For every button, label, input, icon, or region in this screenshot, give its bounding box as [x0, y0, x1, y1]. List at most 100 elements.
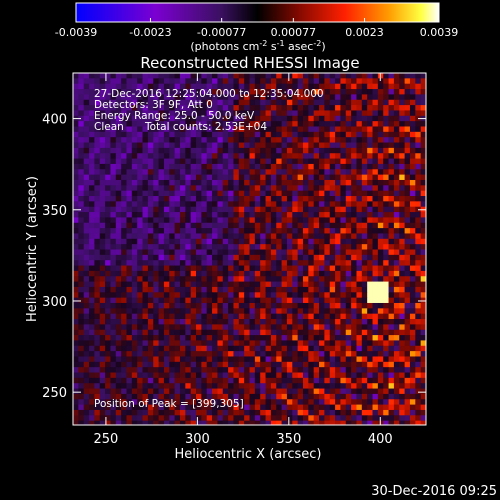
- heatmap-cell: [415, 174, 422, 181]
- heatmap-cell: [335, 153, 341, 159]
- heatmap-cell: [217, 383, 224, 389]
- heatmap-cell: [73, 351, 79, 357]
- heatmap-cell: [292, 89, 299, 95]
- heatmap-cell: [383, 281, 389, 288]
- heatmap-cell: [297, 115, 304, 122]
- heatmap-cell: [89, 351, 95, 357]
- heatmap-cell: [147, 73, 154, 79]
- heatmap-cell: [233, 153, 240, 159]
- heatmap-cell: [201, 126, 208, 133]
- heatmap-cell: [276, 302, 282, 309]
- heatmap-cell: [158, 121, 165, 127]
- heatmap-cell: [367, 313, 373, 320]
- heatmap-cell: [196, 286, 202, 293]
- heatmap-cell: [297, 73, 304, 79]
- heatmap-cell: [302, 142, 309, 149]
- heatmap-cell: [174, 302, 181, 309]
- heatmap-cell: [201, 324, 208, 331]
- heatmap-cell: [302, 196, 309, 202]
- heatmap-cell: [319, 137, 325, 143]
- heatmap-cell: [179, 153, 186, 159]
- heatmap-cell: [340, 313, 347, 320]
- heatmap-cell: [361, 292, 368, 299]
- heatmap-cell: [254, 83, 261, 90]
- heatmap-cell: [137, 185, 143, 192]
- heatmap-cell: [281, 83, 288, 90]
- heatmap-cell: [292, 281, 299, 288]
- heatmap-cell: [179, 244, 186, 250]
- heatmap-cell: [372, 372, 379, 379]
- heatmap-cell: [351, 254, 357, 261]
- heatmap-cell: [158, 217, 165, 224]
- heatmap-cell: [190, 78, 197, 85]
- annotation-clean: Clean: [94, 121, 124, 133]
- heatmap-cell: [174, 313, 181, 320]
- heatmap-cell: [185, 319, 192, 325]
- heatmap-cell: [126, 206, 133, 213]
- heatmap-cell: [115, 121, 122, 127]
- heatmap-cell: [297, 399, 304, 406]
- heatmap-cell: [415, 163, 422, 170]
- heatmap-cell: [142, 206, 149, 213]
- heatmap-cell: [270, 270, 277, 277]
- heatmap-cell: [228, 319, 234, 325]
- heatmap-cell: [270, 324, 277, 331]
- heatmap-cell: [286, 388, 293, 395]
- heatmap-cell: [281, 420, 288, 425]
- heatmap-cell: [78, 377, 85, 384]
- heatmap-cell: [212, 142, 218, 149]
- heatmap-cell: [126, 415, 133, 422]
- heatmap-cell: [388, 228, 395, 234]
- heatmap-cell: [372, 399, 379, 406]
- heatmap-cell: [179, 356, 186, 363]
- heatmap-cell: [356, 73, 363, 79]
- heatmap-cell: [361, 351, 368, 357]
- heatmap-cell: [206, 174, 213, 181]
- heatmap-cell: [351, 163, 357, 170]
- heatmap-cell: [265, 228, 272, 234]
- heatmap-cell: [110, 238, 117, 245]
- heatmap-cell: [260, 361, 266, 368]
- heatmap-cell: [244, 260, 250, 266]
- heatmap-cell: [270, 137, 277, 143]
- heatmap-cell: [351, 153, 357, 159]
- x-tick-label: 300: [185, 432, 210, 447]
- heatmap-cell: [329, 319, 336, 325]
- heatmap-cell: [329, 212, 336, 218]
- heatmap-cell: [222, 404, 229, 411]
- heatmap-cell: [399, 190, 406, 197]
- heatmap-cell: [308, 313, 315, 320]
- heatmap-cell: [105, 308, 111, 315]
- heatmap-cell: [169, 297, 176, 304]
- heatmap-cell: [351, 121, 357, 127]
- heatmap-cell: [110, 190, 117, 197]
- heatmap-cell: [415, 340, 422, 347]
- heatmap-cell: [399, 345, 406, 352]
- heatmap-cell: [137, 319, 143, 325]
- heatmap-cell: [206, 217, 213, 224]
- heatmap-cell: [83, 297, 90, 304]
- heatmap-cell: [377, 319, 384, 325]
- heatmap-cell: [78, 420, 85, 425]
- heatmap-cell: [404, 361, 411, 368]
- heatmap-cell: [142, 249, 149, 256]
- heatmap-cell: [420, 169, 426, 176]
- heatmap-cell: [179, 415, 186, 422]
- heatmap-cell: [335, 292, 341, 299]
- heatmap-cell: [94, 212, 101, 218]
- heatmap-cell: [345, 78, 352, 85]
- heatmap-cell: [404, 163, 411, 170]
- heatmap-cell: [249, 351, 256, 357]
- heatmap-cell: [99, 270, 106, 277]
- heatmap-cell: [276, 420, 282, 425]
- heatmap-cell: [281, 131, 288, 138]
- heatmap-cell: [265, 260, 272, 266]
- heatmap-cell: [356, 115, 363, 122]
- heatmap-cell: [110, 297, 117, 304]
- heatmap-cell: [185, 196, 192, 202]
- heatmap-cell: [329, 201, 336, 208]
- heatmap-cell: [319, 201, 325, 208]
- heatmap-cell: [270, 335, 277, 341]
- heatmap-cell: [367, 286, 373, 293]
- heatmap-cell: [270, 345, 277, 352]
